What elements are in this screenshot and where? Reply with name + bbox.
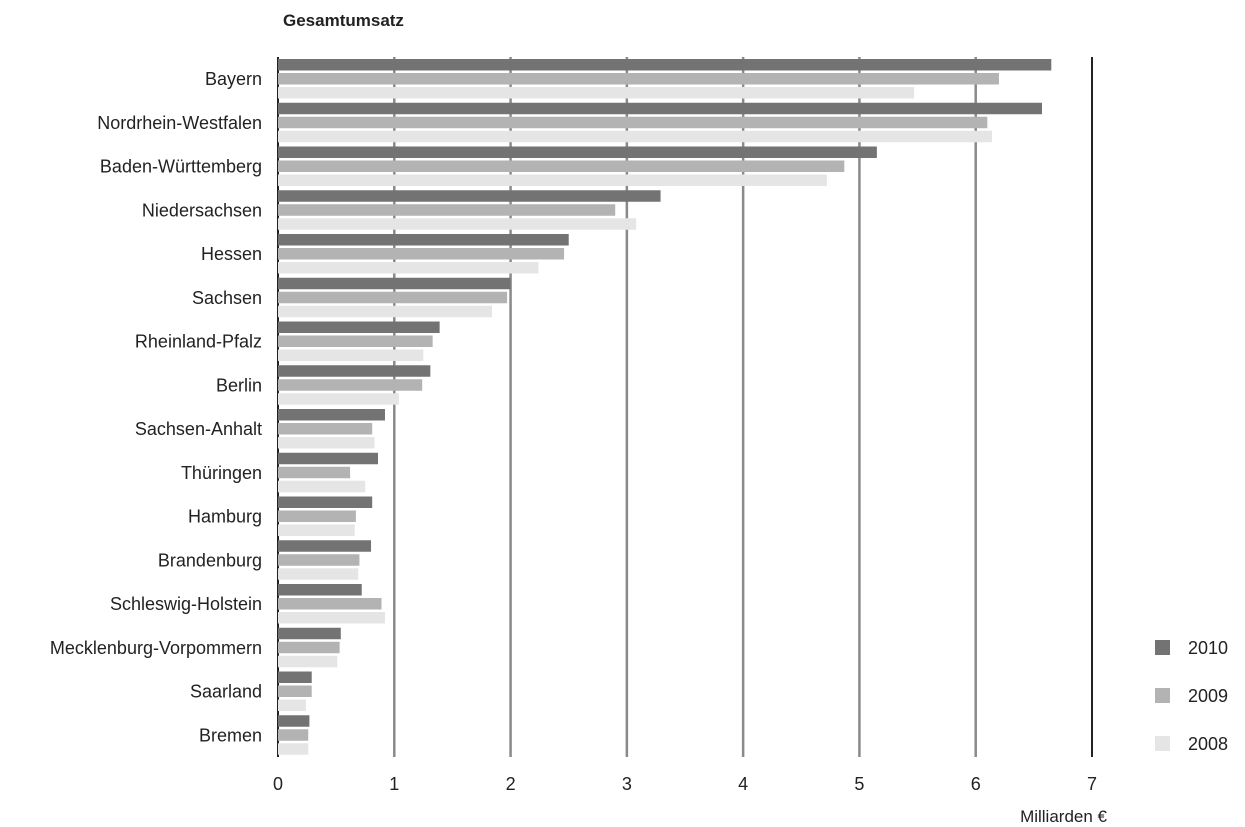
x-tick-label: 0 xyxy=(273,774,283,794)
bar xyxy=(278,379,423,391)
bar xyxy=(278,510,356,522)
bar xyxy=(278,234,569,246)
bar xyxy=(278,743,309,755)
bar xyxy=(278,262,539,274)
bar xyxy=(278,437,375,449)
bar xyxy=(278,655,338,668)
bars xyxy=(278,59,1052,755)
bar xyxy=(278,102,1042,115)
bar xyxy=(278,248,565,260)
bar xyxy=(278,365,431,377)
legend-label: 2009 xyxy=(1188,686,1228,706)
x-axis-label: Milliarden € xyxy=(1020,807,1107,826)
legend-swatch xyxy=(1155,640,1170,655)
bar xyxy=(278,466,351,479)
bar xyxy=(278,130,992,143)
bar xyxy=(278,218,637,230)
bar xyxy=(278,568,359,580)
category-label: Baden-Württemberg xyxy=(100,157,262,177)
bar xyxy=(278,685,312,697)
bar xyxy=(278,554,360,566)
bar xyxy=(278,452,379,465)
bar xyxy=(278,627,341,640)
legend-swatch xyxy=(1155,688,1170,703)
bar xyxy=(278,160,845,172)
grid xyxy=(277,57,1093,757)
bar xyxy=(278,59,1052,71)
bar xyxy=(278,540,372,552)
legend-label: 2008 xyxy=(1188,734,1228,754)
category-label: Mecklenburg-Vorpommern xyxy=(50,638,262,658)
bar xyxy=(278,321,440,333)
category-label: Hessen xyxy=(201,244,262,264)
x-tick-label: 3 xyxy=(622,774,632,794)
x-tick-label: 6 xyxy=(971,774,981,794)
bar xyxy=(278,409,385,421)
bar xyxy=(278,480,366,493)
bar xyxy=(278,87,915,99)
bar xyxy=(278,612,385,624)
bar xyxy=(278,291,508,304)
bar xyxy=(278,174,827,186)
x-tick-label: 5 xyxy=(854,774,864,794)
chart-title: Gesamtumsatz xyxy=(283,11,404,30)
x-tick-labels: 0 1 2 3 4 5 6 7 xyxy=(273,774,1097,794)
bar xyxy=(278,349,424,361)
bar xyxy=(278,335,433,347)
bar xyxy=(278,715,310,727)
category-labels: Bayern Nordrhein-Westfalen Baden-Württembe… xyxy=(50,69,262,745)
bar xyxy=(278,699,306,711)
legend: 2010 2009 2008 xyxy=(1155,638,1228,754)
bar xyxy=(278,641,340,654)
bar xyxy=(278,671,312,683)
bar xyxy=(278,277,511,290)
bar xyxy=(278,305,492,318)
category-label: Hamburg xyxy=(188,507,262,527)
bar xyxy=(278,729,309,741)
category-label: Rheinland-Pfalz xyxy=(135,332,262,352)
category-label: Nordrhein-Westfalen xyxy=(97,113,262,133)
x-tick-label: 4 xyxy=(738,774,748,794)
category-label: Thüringen xyxy=(181,463,262,483)
legend-swatch xyxy=(1155,736,1170,751)
category-label: Schleswig-Holstein xyxy=(110,594,262,614)
bar xyxy=(278,496,373,508)
category-label: Sachsen xyxy=(192,288,262,308)
category-label: Saarland xyxy=(190,682,262,702)
category-label: Brandenburg xyxy=(158,550,262,570)
category-label: Niedersachsen xyxy=(142,200,262,220)
category-label: Bremen xyxy=(199,725,262,745)
category-label: Sachsen-Anhalt xyxy=(135,419,262,439)
bar xyxy=(278,423,373,435)
bar xyxy=(278,584,362,596)
bar xyxy=(278,204,616,216)
bar xyxy=(278,524,355,536)
bar xyxy=(278,116,988,129)
bar xyxy=(278,190,661,202)
category-label: Bayern xyxy=(205,69,262,89)
bar xyxy=(278,73,999,85)
x-tick-label: 1 xyxy=(389,774,399,794)
x-tick-label: 2 xyxy=(506,774,516,794)
bar xyxy=(278,146,877,158)
x-tick-label: 7 xyxy=(1087,774,1097,794)
legend-label: 2010 xyxy=(1188,638,1228,658)
bar xyxy=(278,598,382,610)
bar xyxy=(278,393,399,405)
category-label: Berlin xyxy=(216,375,262,395)
